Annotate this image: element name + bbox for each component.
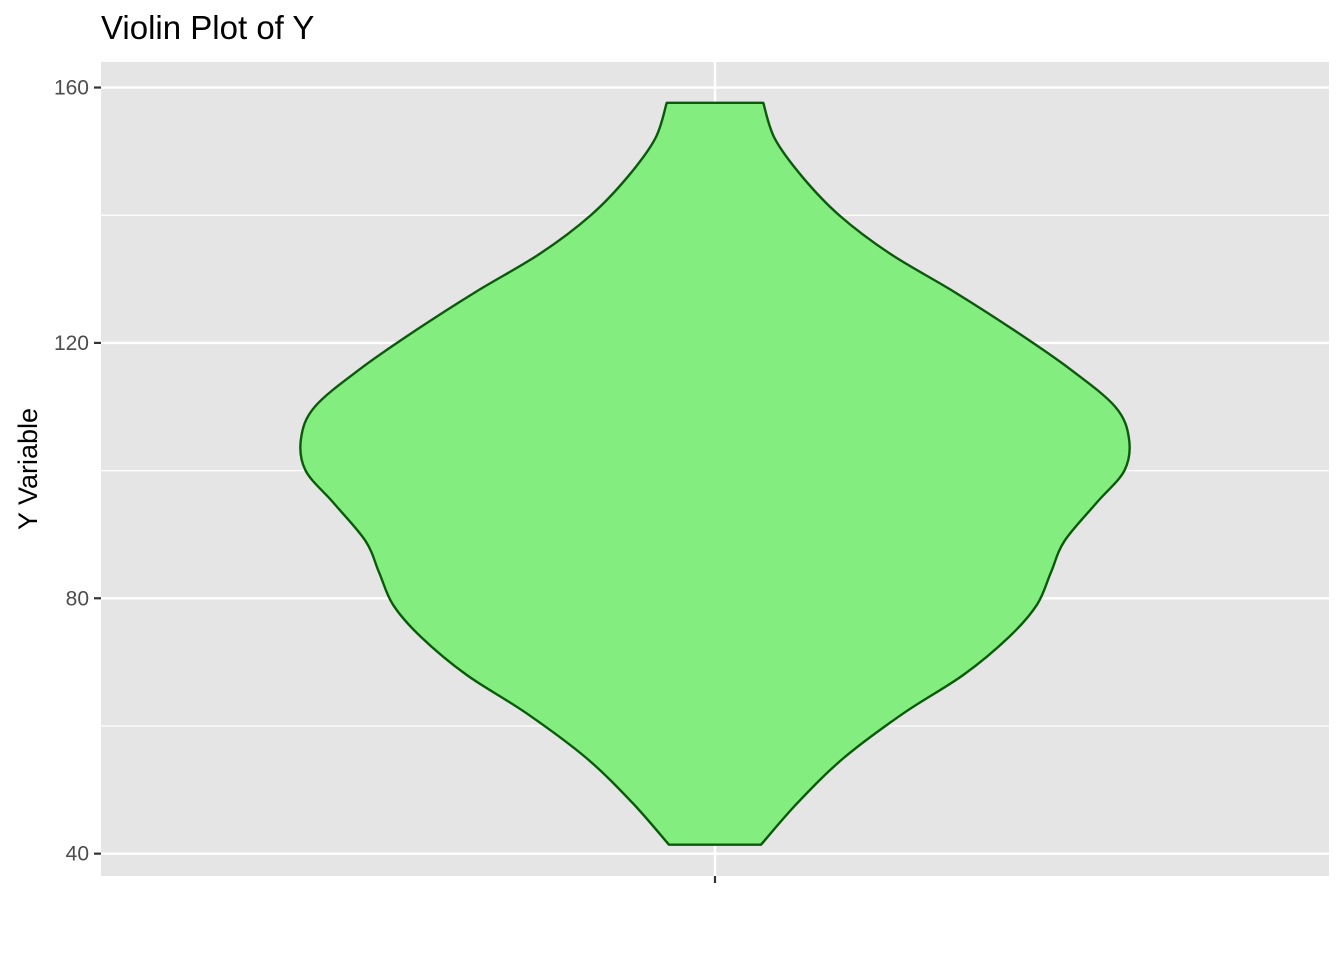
y-tick-label: 40: [66, 843, 89, 866]
y-tick-label: 80: [66, 587, 89, 610]
y-tick-label: 120: [54, 332, 89, 355]
y-axis-label: Y Variable: [13, 408, 43, 530]
y-axis: 40 80 120 160: [54, 77, 101, 866]
violin-shape: [299, 101, 1131, 846]
y-tick-label: 160: [54, 77, 89, 100]
violin-layer: [299, 101, 1131, 846]
chart-title: Violin Plot of Y: [101, 9, 314, 46]
